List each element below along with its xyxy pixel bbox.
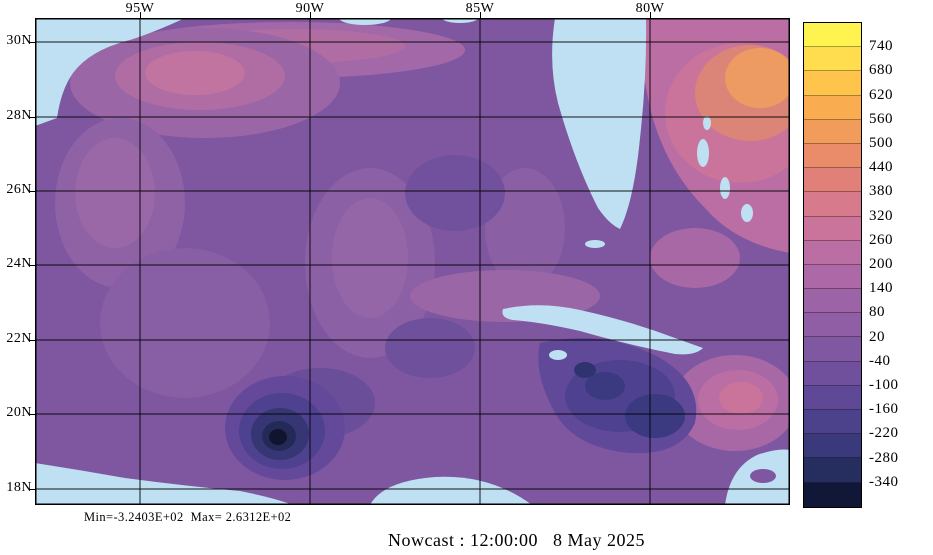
plot-frame bbox=[35, 18, 790, 505]
lon-tick-label: 95W bbox=[125, 1, 155, 16]
jamaica-island bbox=[750, 469, 776, 483]
lon-tick-mark bbox=[140, 12, 141, 18]
land-central-america bbox=[370, 476, 532, 505]
colorbar-tick-label: 680 bbox=[869, 62, 893, 79]
lon-tick-mark bbox=[650, 12, 651, 18]
colorbar-tick-label: -340 bbox=[869, 473, 899, 490]
lat-tick-label: 28N bbox=[6, 108, 32, 123]
land-texas-northwest bbox=[35, 18, 185, 126]
colorbar-tick-label: 140 bbox=[869, 280, 893, 297]
colorbar-tick-label: 380 bbox=[869, 183, 893, 200]
colorbar-segment bbox=[804, 192, 861, 217]
colorbar-swatches bbox=[803, 22, 862, 508]
lat-tick-mark bbox=[29, 117, 35, 118]
colorbar-tick-label: 260 bbox=[869, 231, 893, 248]
lat-tick-mark bbox=[29, 42, 35, 43]
colorbar-segment bbox=[804, 289, 861, 314]
land-bahamas-4 bbox=[741, 204, 753, 222]
lat-tick-label: 26N bbox=[6, 182, 32, 197]
colorbar-segment bbox=[804, 337, 861, 362]
colorbar-segment bbox=[804, 240, 861, 265]
colorbar-tick-label: -280 bbox=[869, 449, 899, 466]
lon-tick-label: 90W bbox=[295, 1, 325, 16]
lat-tick-mark bbox=[29, 191, 35, 192]
colorbar-segment bbox=[804, 119, 861, 144]
coast-notch-1 bbox=[339, 18, 391, 25]
minmax-annotation: Min=-3.2403E+02 Max= 2.6312E+02 bbox=[84, 510, 292, 524]
lat-tick-label: 30N bbox=[6, 33, 32, 48]
land-bahamas-2 bbox=[720, 177, 730, 199]
lat-tick-mark bbox=[29, 265, 35, 266]
colorbar-tick-label: 560 bbox=[869, 110, 893, 127]
lat-tick-mark bbox=[29, 414, 35, 415]
lat-tick-mark bbox=[29, 489, 35, 490]
colorbar-tick-label: -100 bbox=[869, 377, 899, 393]
colorbar-segment bbox=[804, 458, 861, 483]
colorbar-tick-label: 200 bbox=[869, 256, 893, 272]
lat-tick-label: 24N bbox=[6, 256, 32, 271]
colorbar-tick-label: 620 bbox=[869, 86, 893, 103]
colorbar-segment bbox=[804, 313, 861, 338]
colorbar-segment bbox=[804, 216, 861, 241]
land-florida bbox=[552, 18, 647, 229]
colorbar-tick-label: -40 bbox=[869, 352, 891, 369]
lon-tick-mark bbox=[310, 12, 311, 18]
colorbar: 740 680 620 560 500 440 380 320 260 200 140 80 20 -40… bbox=[803, 22, 931, 508]
colorbar-tick-label: 500 bbox=[869, 135, 893, 151]
colorbar-segment bbox=[804, 434, 861, 459]
grid-lines bbox=[35, 18, 790, 505]
colorbar-tick-label: 320 bbox=[869, 207, 893, 224]
land-areas bbox=[35, 18, 790, 505]
lon-tick-label: 85W bbox=[465, 1, 495, 16]
colorbar-segment bbox=[804, 385, 861, 410]
lat-tick-label: 18N bbox=[6, 480, 32, 495]
colorbar-segment bbox=[804, 361, 861, 386]
colorbar-segment bbox=[804, 71, 861, 96]
colorbar-segment bbox=[804, 47, 861, 72]
map-plot bbox=[35, 18, 790, 505]
colorbar-tick-label: -220 bbox=[869, 425, 899, 442]
colorbar-tick-label: 740 bbox=[869, 38, 893, 55]
colorbar-tick-label: 440 bbox=[869, 159, 893, 176]
lat-tick-mark bbox=[29, 340, 35, 341]
colorbar-tick-label: 20 bbox=[869, 328, 885, 345]
colorbar-tick-label: -160 bbox=[869, 401, 899, 418]
colorbar-segment bbox=[804, 410, 861, 435]
land-cuba bbox=[502, 305, 703, 355]
field-dark-regions bbox=[225, 155, 697, 480]
land-isle-of-youth bbox=[549, 350, 567, 360]
figure-caption: Nowcast : 12:00:00 8 May 2025 bbox=[388, 530, 645, 550]
land-mexico-southwest bbox=[35, 463, 293, 505]
lat-tick-label: 20N bbox=[6, 405, 32, 420]
land-bahamas-1 bbox=[697, 139, 709, 167]
gulf-map bbox=[35, 18, 790, 505]
land-bahamas-3 bbox=[703, 116, 711, 130]
colorbar-segment bbox=[804, 482, 861, 507]
colorbar-tick-label: 80 bbox=[869, 304, 885, 321]
lat-tick-label: 22N bbox=[6, 331, 32, 346]
colorbar-segment bbox=[804, 168, 861, 193]
lon-tick-label: 80W bbox=[635, 1, 665, 16]
colorbar-segment bbox=[804, 23, 861, 48]
colorbar-segment bbox=[804, 264, 861, 290]
lon-tick-mark bbox=[480, 12, 481, 18]
colorbar-segment bbox=[804, 143, 861, 169]
land-florida-keys bbox=[585, 240, 605, 248]
colorbar-segment bbox=[804, 95, 861, 120]
